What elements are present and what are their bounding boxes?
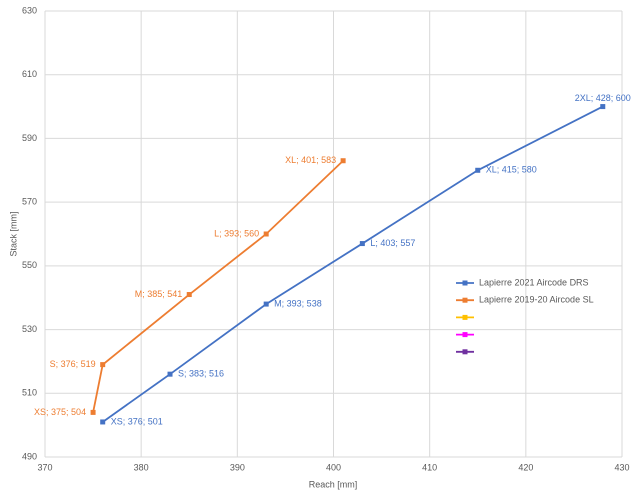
legend-label: Lapierre 2019-20 Aircode SL	[479, 295, 594, 305]
data-label: M; 393; 538	[274, 298, 322, 308]
data-point	[263, 301, 269, 307]
data-point	[90, 409, 96, 415]
x-tick-label: 390	[230, 462, 245, 472]
data-label: XS; 375; 504	[34, 407, 86, 417]
y-axis-title: Stack [mm]	[8, 211, 18, 256]
data-label: S; 383; 516	[178, 369, 224, 379]
data-label: XL; 401; 583	[285, 155, 336, 165]
data-point	[100, 362, 106, 368]
data-point	[186, 292, 192, 298]
data-point	[359, 241, 365, 247]
data-point	[167, 371, 173, 377]
data-point	[475, 167, 481, 173]
series-line	[102, 105, 604, 423]
data-label: 2XL; 428; 600	[575, 93, 631, 103]
legend-marker	[462, 297, 468, 303]
y-tick-label: 530	[22, 324, 37, 334]
data-label: L; 393; 560	[214, 228, 259, 238]
y-tick-label: 510	[22, 388, 37, 398]
x-tick-label: 410	[422, 462, 437, 472]
legend-marker	[462, 349, 468, 355]
data-label: XS; 376; 501	[111, 416, 163, 426]
data-point	[100, 419, 106, 425]
legend-label: Lapierre 2021 Aircode DRS	[479, 277, 589, 287]
data-point	[600, 104, 606, 110]
x-tick-label: 380	[134, 462, 149, 472]
y-tick-label: 490	[22, 451, 37, 461]
legend-marker	[462, 314, 468, 320]
x-tick-label: 430	[614, 462, 629, 472]
data-label: M; 385; 541	[135, 289, 183, 299]
data-label: L; 403; 557	[370, 238, 415, 248]
data-point	[340, 158, 346, 164]
x-tick-label: 420	[518, 462, 533, 472]
data-point	[263, 231, 269, 237]
y-tick-label: 630	[22, 5, 37, 15]
x-tick-label: 370	[37, 462, 52, 472]
y-tick-label: 550	[22, 260, 37, 270]
legend-marker	[462, 280, 468, 286]
x-tick-label: 400	[326, 462, 341, 472]
y-tick-label: 570	[22, 197, 37, 207]
data-label: S; 376; 519	[50, 359, 96, 369]
y-tick-label: 610	[22, 69, 37, 79]
y-tick-label: 590	[22, 133, 37, 143]
x-axis-title: Reach [mm]	[309, 479, 358, 489]
legend-marker	[462, 332, 468, 338]
data-label: XL; 415; 580	[486, 165, 537, 175]
